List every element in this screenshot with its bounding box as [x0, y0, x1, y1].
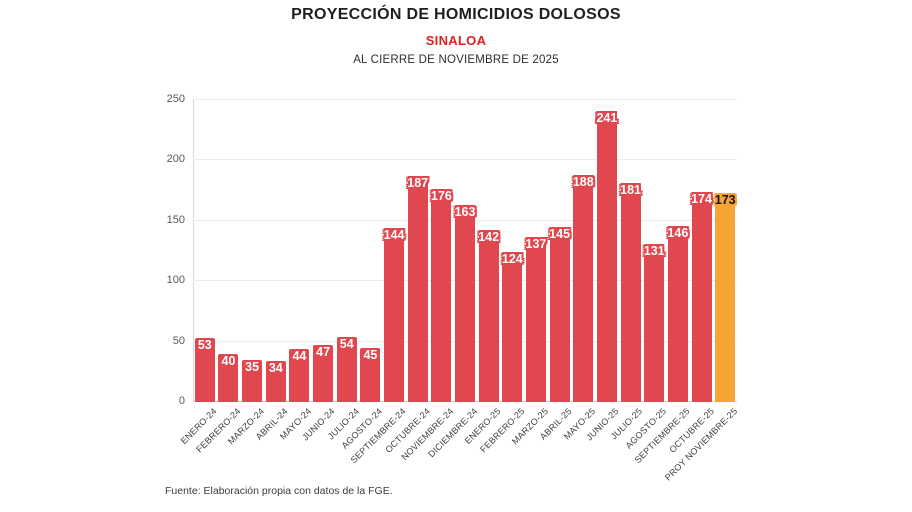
- bar: 47: [313, 345, 334, 402]
- bar-value-label: 35: [245, 359, 260, 374]
- bar-value-label: 142: [478, 230, 500, 245]
- plot-area: 0 50 100 150 200 250 53 ENERO-24 40 FEBRERO-24 35 M…: [167, 93, 740, 483]
- bar-value-label: 187: [407, 176, 429, 191]
- bar-value-label: 173: [714, 193, 736, 208]
- y-tick-label-100: 100: [166, 274, 185, 287]
- bar-value-label: 176: [430, 189, 452, 204]
- y-tick-label-200: 200: [166, 153, 185, 166]
- bar: 53: [194, 337, 215, 402]
- bar: 144: [384, 228, 404, 402]
- bar-value-label: 137: [525, 236, 547, 251]
- bar: 45: [360, 347, 381, 402]
- bar-value-label: 34: [268, 360, 283, 375]
- bar: 163: [455, 205, 475, 402]
- chart-title: PROYECCIÓN DE HOMICIDIOS DOLOSOS: [291, 6, 621, 23]
- bar: 40: [218, 353, 239, 402]
- bar: 174: [691, 191, 712, 402]
- bar: 181: [620, 183, 641, 402]
- bar-value-label: 124: [501, 252, 523, 267]
- bar-value-label: 188: [572, 174, 594, 189]
- gridline-250: [193, 99, 737, 100]
- bar-value-label: 40: [221, 353, 236, 368]
- bar: 146: [667, 225, 689, 402]
- y-tick-label-50: 50: [172, 334, 185, 347]
- chart-subtitle: SINALOA: [425, 33, 487, 48]
- bar: 142: [478, 230, 500, 402]
- bar: 54: [336, 336, 357, 402]
- source-note: Fuente: Elaboración propia con datos de …: [165, 485, 393, 497]
- y-tick-label-150: 150: [166, 213, 185, 226]
- bar-value-label: 47: [316, 345, 331, 360]
- bar: 137: [525, 236, 547, 402]
- bar-value-label: 45: [363, 347, 378, 362]
- bar-value-label: 53: [197, 337, 212, 352]
- bar: 44: [289, 348, 310, 402]
- chart-caption: AL CIERRE DE NOVIEMBRE DE 2025: [353, 54, 559, 66]
- bar-value-label: 131: [643, 243, 665, 258]
- bar: 34: [265, 360, 286, 402]
- bar-value-label: 54: [339, 336, 354, 351]
- bar-value-label: 146: [667, 225, 689, 240]
- bar-value-label: 181: [620, 183, 641, 198]
- bar-projected: 173: [714, 193, 736, 402]
- bar-value-label: 163: [454, 205, 476, 220]
- bar-value-label: 241: [596, 110, 618, 125]
- bar-value-label: 174: [691, 191, 712, 206]
- bar: 35: [242, 359, 263, 402]
- bar: 188: [572, 174, 594, 402]
- y-axis-line: [193, 100, 194, 402]
- bar-value-label: 144: [383, 228, 405, 243]
- bar: 131: [643, 243, 665, 402]
- bar: 145: [549, 226, 571, 402]
- bar: 241: [596, 110, 618, 402]
- bar-value-label: 145: [549, 226, 571, 241]
- bar: 124: [501, 252, 523, 402]
- y-tick-label-0: 0: [178, 395, 185, 407]
- y-tick-label-250: 250: [166, 93, 185, 105]
- gridline-200: [193, 159, 737, 161]
- bar-value-label: 44: [292, 348, 307, 363]
- bar: 187: [407, 176, 429, 402]
- bar: 176: [430, 189, 452, 402]
